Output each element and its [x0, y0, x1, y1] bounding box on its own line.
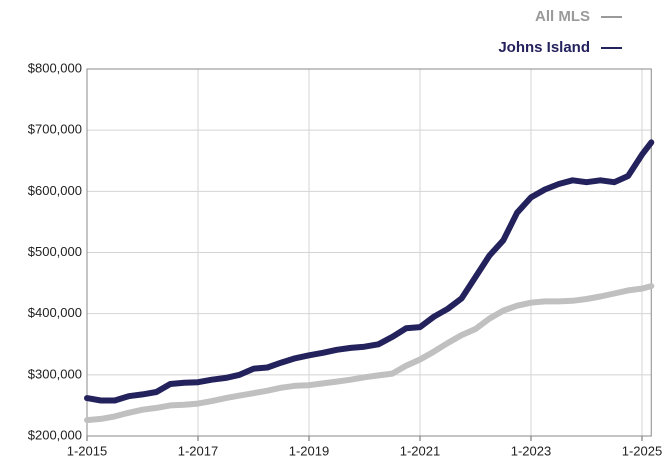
- y-tick-label: $600,000: [28, 183, 82, 198]
- y-tick-label: $200,000: [28, 427, 82, 442]
- y-tick-label: $700,000: [28, 122, 82, 137]
- x-tick-label: 1-2023: [511, 443, 551, 458]
- y-tick-label: $800,000: [28, 60, 82, 75]
- x-tick-label: 1-2019: [289, 443, 329, 458]
- y-tick-label: $500,000: [28, 244, 82, 259]
- x-tick-label: 1-2021: [400, 443, 440, 458]
- line-series: [84, 139, 655, 404]
- y-tick-label: $300,000: [28, 366, 82, 381]
- line-series: [84, 283, 655, 424]
- legend-label: Johns Island: [498, 39, 590, 56]
- x-tick-label: 1-2015: [67, 443, 107, 458]
- y-tick-label: $400,000: [28, 305, 82, 320]
- x-tick-label: 1-2017: [178, 443, 218, 458]
- legend-label: All MLS: [535, 8, 590, 25]
- plot-frame: [86, 68, 652, 437]
- x-tick-label: 1-2025: [622, 443, 662, 458]
